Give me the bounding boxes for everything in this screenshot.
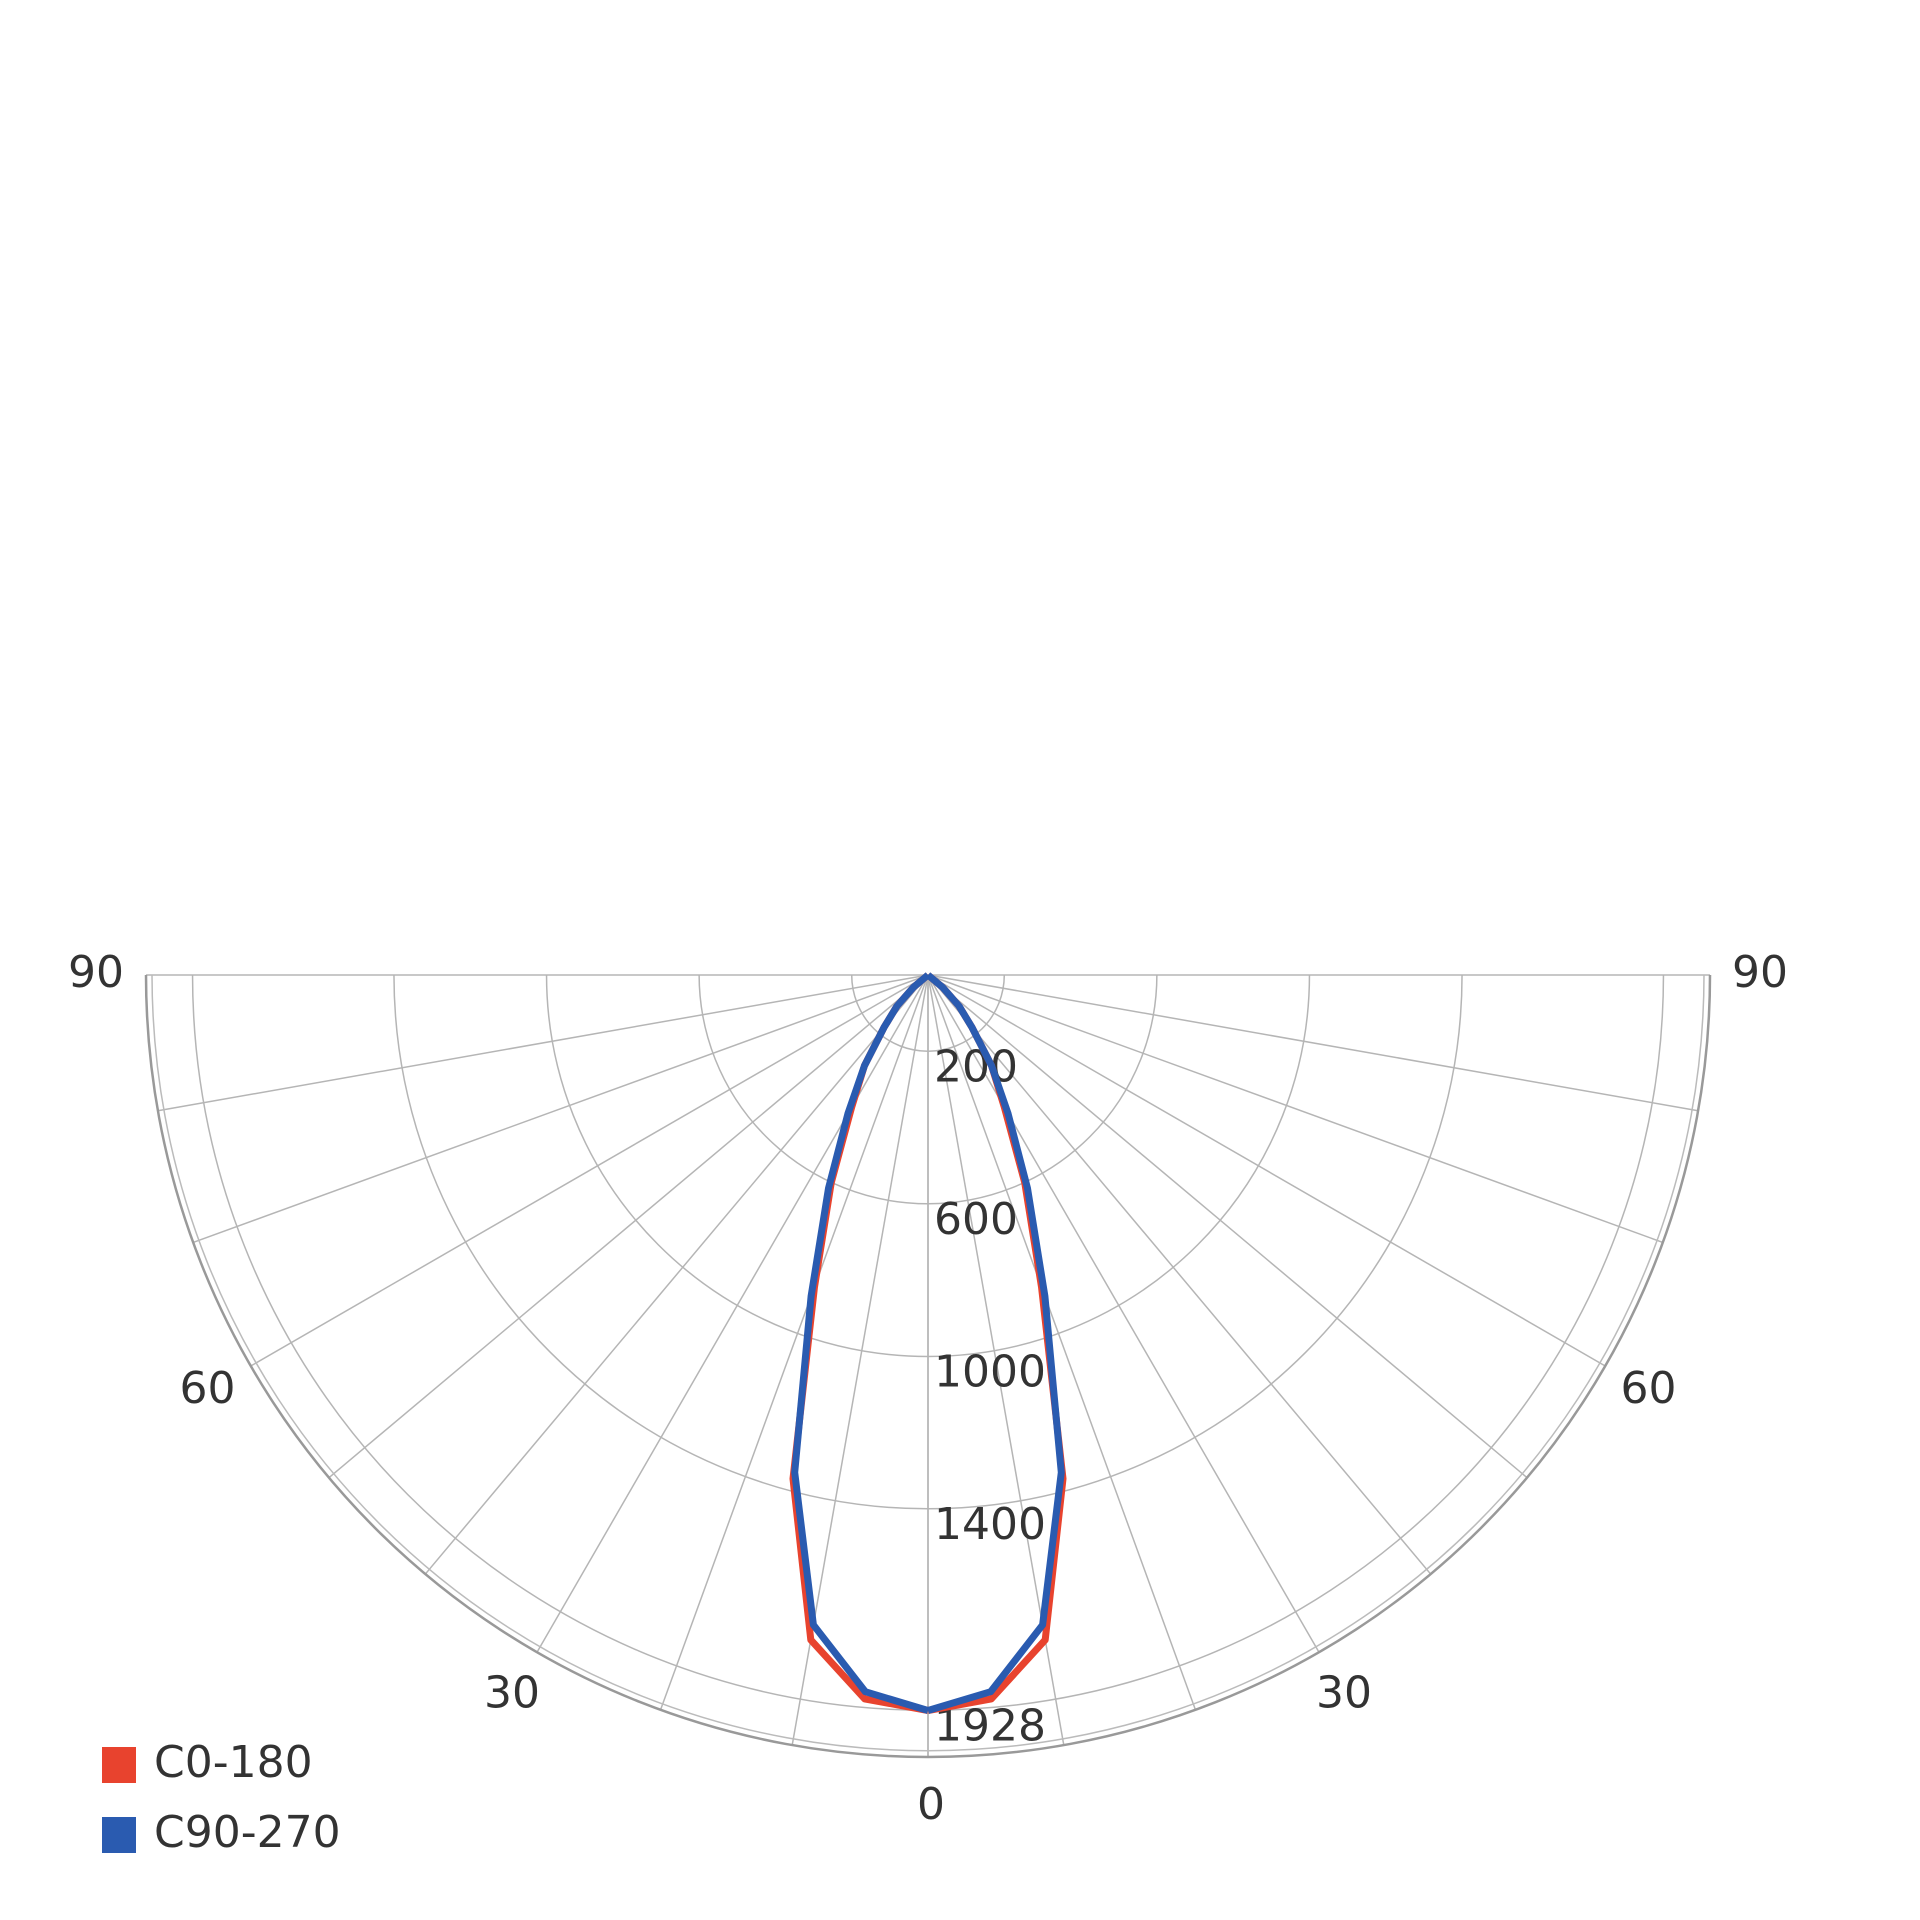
radial-label: 200: [934, 1041, 1018, 1092]
radial-label: 1400: [934, 1499, 1046, 1550]
radial-label: 600: [934, 1194, 1018, 1245]
angle-label: 30: [1316, 1668, 1372, 1719]
grid-spoke: [927, 974, 1320, 1653]
grid-spoke: [659, 974, 929, 1711]
legend-label: C90-270: [154, 1807, 341, 1858]
grid-spoke: [157, 974, 929, 1112]
grid-spoke: [927, 974, 1699, 1112]
grid-spoke: [328, 974, 929, 1479]
curve: [925, 972, 1065, 1714]
legend-swatch: [102, 1817, 136, 1853]
grid-spoke: [192, 974, 929, 1244]
angle-label: 90: [1732, 947, 1788, 998]
outer-circle-inner: [151, 974, 1705, 1752]
angle-label: 0: [917, 1779, 945, 1830]
grid-spoke: [927, 974, 1664, 1244]
angle-label: 90: [68, 947, 124, 998]
grid-spoke: [536, 974, 929, 1653]
angle-label: 60: [1621, 1363, 1677, 1414]
grid-spoke: [424, 974, 929, 1575]
grid-spoke: [927, 974, 1528, 1479]
radial-label: 1000: [934, 1346, 1046, 1397]
angle-label: 30: [484, 1668, 540, 1719]
legend-swatch: [102, 1747, 136, 1783]
grid-spoke: [927, 974, 1606, 1367]
grid-spoke: [927, 974, 1197, 1711]
angle-label: 60: [179, 1363, 235, 1414]
outer-circle: [144, 974, 1712, 1759]
grid-spoke: [927, 974, 1432, 1575]
legend-label: C0-180: [154, 1737, 313, 1788]
curve: [791, 972, 931, 1714]
grid-spoke: [250, 974, 929, 1367]
